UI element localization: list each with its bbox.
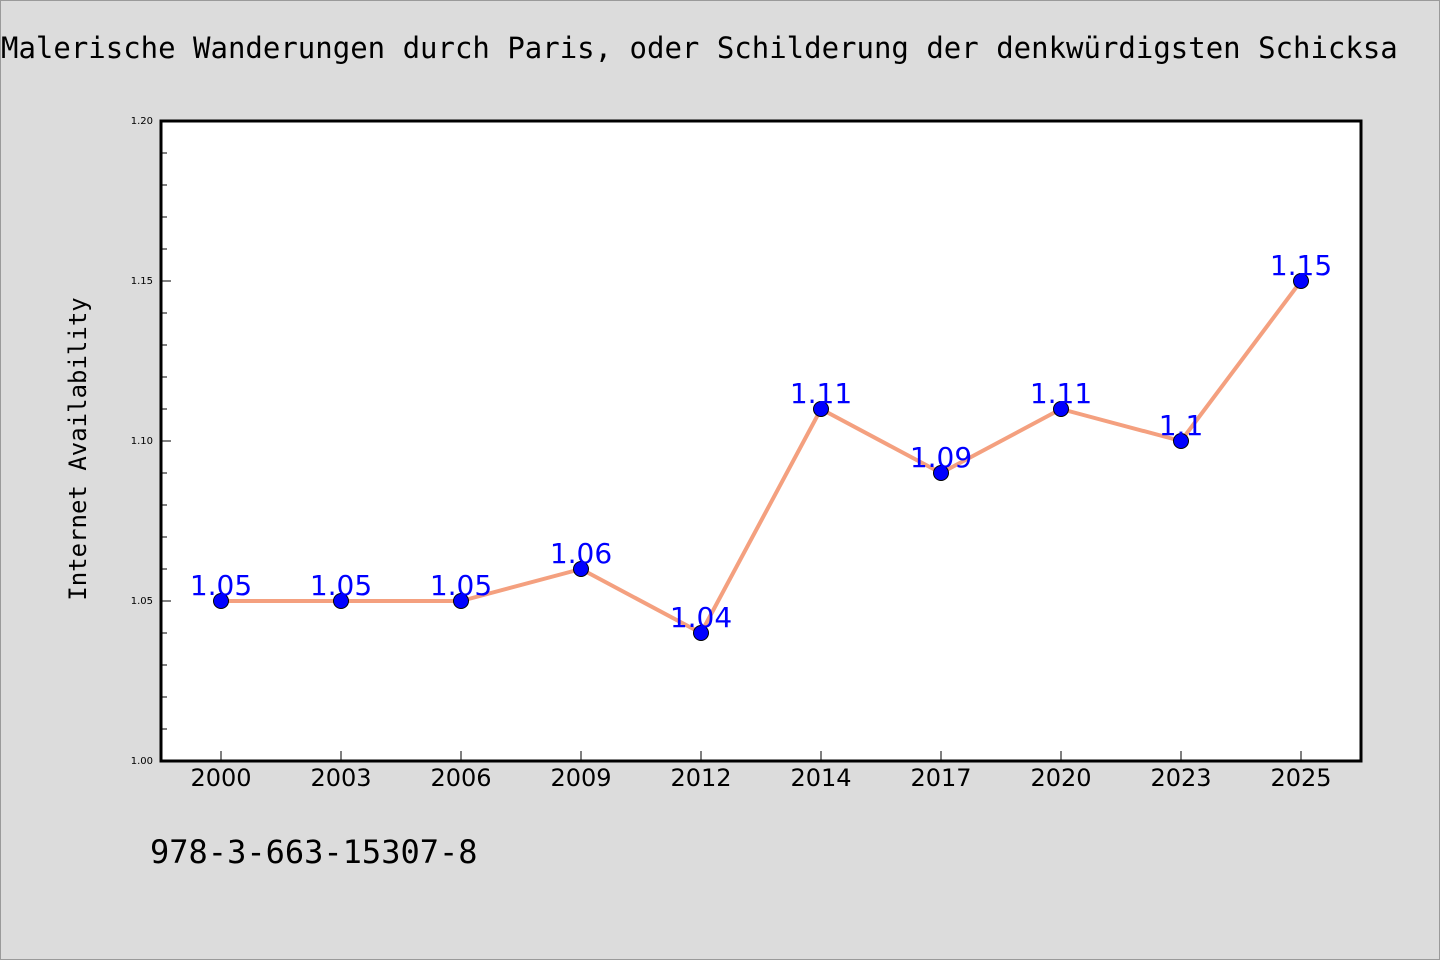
- y-tick-label: 1.00: [131, 756, 153, 767]
- data-label: 1.09: [910, 441, 972, 474]
- plot-border: [159, 119, 1363, 763]
- data-label: 1.05: [310, 569, 372, 602]
- series-markers: [213, 273, 1309, 641]
- data-point-marker: [1053, 401, 1069, 417]
- data-label: 1.06: [550, 537, 612, 570]
- plot-area: [161, 121, 1361, 761]
- data-point-marker: [933, 465, 949, 481]
- y-tick-label: 1.10: [131, 436, 153, 447]
- y-tick-label: 1.05: [131, 596, 153, 607]
- x-tick-label: 2009: [550, 764, 611, 792]
- data-label: 1.05: [430, 569, 492, 602]
- data-point-marker: [813, 401, 829, 417]
- series-line: [219, 279, 1303, 635]
- data-point-marker: [333, 593, 349, 609]
- chart-title: Malerische Wanderungen durch Paris, oder…: [1, 31, 1398, 65]
- x-tick-label: 2014: [790, 764, 851, 792]
- data-label: 1.05: [190, 569, 252, 602]
- data-point-marker: [1293, 273, 1309, 289]
- x-tick-label: 2017: [910, 764, 971, 792]
- y-tick-label: 1.20: [131, 116, 153, 127]
- data-labels: 1.05 1.05 1.05 1.06 1.04 1.11 1.09 1.11 1.1 1.15: [190, 249, 1332, 634]
- data-point-marker: [573, 561, 589, 577]
- x-tick-label: 2000: [190, 764, 251, 792]
- data-label: 1.11: [1030, 377, 1092, 410]
- data-point-marker: [693, 625, 709, 641]
- x-tick-label: 2006: [430, 764, 491, 792]
- data-label: 1.04: [670, 601, 732, 634]
- data-label: 1.15: [1270, 249, 1332, 282]
- isbn-text: 978-3-663-15307-8: [150, 833, 478, 871]
- x-tick-label: 2020: [1030, 764, 1091, 792]
- x-tick-label: 2023: [1150, 764, 1211, 792]
- data-point-marker: [453, 593, 469, 609]
- data-point-marker: [213, 593, 229, 609]
- y-axis-label: Internet Availability: [64, 297, 92, 600]
- x-tick-label: 2003: [310, 764, 371, 792]
- data-label: 1.11: [790, 377, 852, 410]
- x-tick-label: 2012: [670, 764, 731, 792]
- data-label: 1.1: [1159, 409, 1204, 442]
- y-tick-label: 1.15: [131, 276, 153, 287]
- x-axis-ticks: 2000 2003 2006 2009 2012 2014 2017 2020 2023 2025: [190, 751, 1332, 792]
- x-tick-label: 2025: [1270, 764, 1331, 792]
- data-point-marker: [1173, 433, 1189, 449]
